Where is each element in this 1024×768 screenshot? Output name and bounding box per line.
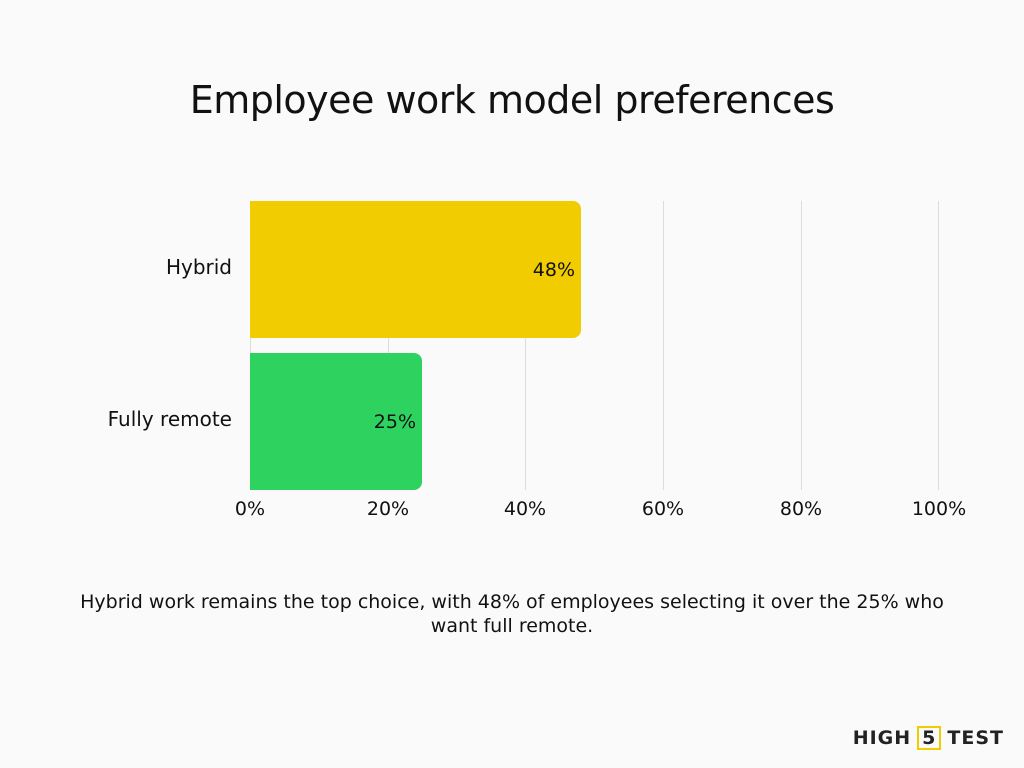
gridline: [801, 201, 802, 490]
gridline: [663, 201, 664, 490]
x-tick: 80%: [779, 498, 823, 520]
x-tick: 100%: [911, 498, 967, 520]
bar-hybrid: 48%: [250, 201, 581, 338]
gridline: [938, 201, 939, 490]
logo-box: 5: [917, 726, 942, 750]
gridline: [250, 201, 251, 490]
chart-caption: Hybrid work remains the top choice, with…: [80, 591, 944, 637]
category-label: Fully remote: [107, 407, 232, 431]
x-tick: 40%: [503, 498, 547, 520]
x-tick: 60%: [641, 498, 685, 520]
x-tick: 20%: [366, 498, 410, 520]
brand-logo: HIGH 5 TEST: [853, 726, 1004, 750]
logo-text-right: TEST: [947, 727, 1004, 749]
logo-text-left: HIGH: [852, 727, 912, 749]
category-label: Hybrid: [165, 255, 232, 279]
x-tick: 0%: [234, 498, 266, 520]
bar-value-label: 48%: [532, 258, 575, 281]
chart-title: Employee work model preferences: [189, 78, 835, 122]
gridline: [388, 201, 389, 490]
plot-area: 48% 25%: [250, 201, 939, 490]
bar-fully-remote: 25%: [250, 353, 422, 490]
gridline: [525, 201, 526, 490]
bar-value-label: 25%: [373, 410, 416, 433]
